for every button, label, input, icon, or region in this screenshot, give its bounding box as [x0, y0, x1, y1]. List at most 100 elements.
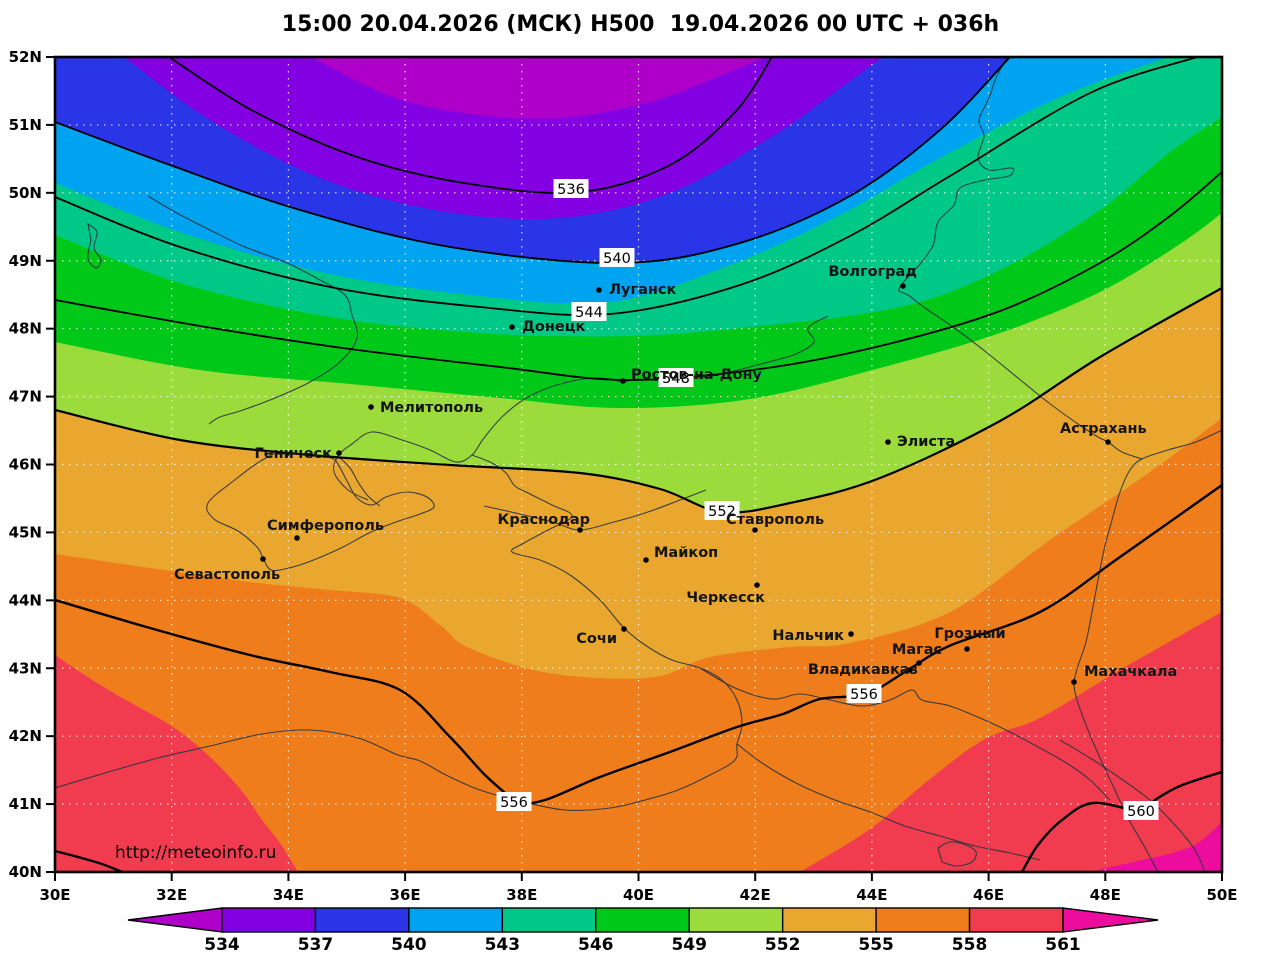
city-label: Элиста — [897, 434, 955, 450]
city-label: Нальчик — [772, 628, 844, 644]
height-contour-lines — [55, 57, 1222, 872]
y-tick-label: 47N — [9, 388, 42, 406]
contour-label-box — [496, 792, 532, 811]
volga-river — [898, 57, 1143, 460]
city-marker: Астрахань — [1060, 421, 1147, 445]
city-dot — [596, 287, 602, 293]
x-tick-label: 48E — [1090, 886, 1121, 904]
city-dot — [621, 626, 627, 632]
city-dot — [916, 660, 922, 666]
band-b534 — [124, 57, 883, 220]
colorbar-label: 549 — [671, 935, 707, 955]
y-tick-label: 44N — [9, 591, 42, 609]
city-label: Астрахань — [1060, 421, 1147, 437]
city-marker: Луганск — [596, 282, 676, 298]
x-tick-label: 38E — [506, 886, 537, 904]
city-marker: Махачкала — [1071, 664, 1177, 685]
city-marker: Геническ — [255, 446, 342, 462]
x-tick-label: 42E — [740, 886, 771, 904]
contour-line-540 — [55, 57, 1011, 264]
colorbar-cell — [688, 907, 784, 933]
city-label: Магас — [892, 642, 942, 658]
contour-label-box — [846, 684, 882, 703]
contour-label: 540 — [603, 251, 631, 267]
colorbar-label: 543 — [485, 935, 521, 955]
contour-label-box — [599, 248, 635, 267]
lake-sevan — [937, 841, 977, 867]
caspian-coast — [1073, 429, 1222, 872]
contour-line-544 — [55, 57, 1198, 316]
city-label: Волгоград — [828, 264, 917, 280]
city-marker: Майкоп — [643, 545, 718, 563]
city-dot — [907, 667, 913, 673]
city-label: Владикавказ — [808, 662, 918, 678]
city-label: Геническ — [255, 446, 333, 462]
city-marker: Магас — [892, 642, 942, 666]
crimea-coast — [206, 453, 435, 572]
y-tick-label: 40N — [9, 863, 42, 881]
city-marker: Ростов-на-Дону — [620, 367, 762, 384]
city-dot — [260, 556, 266, 562]
city-dot — [900, 283, 906, 289]
city-label: Симферополь — [267, 518, 384, 534]
city-dot — [336, 450, 342, 456]
x-tick-label: 44E — [856, 886, 887, 904]
city-markers: Луганск Донецк Ростов-на-Дону Волгоград Мели… — [174, 264, 1177, 685]
city-label: Мелитополь — [380, 400, 483, 416]
azov-north-coast — [332, 377, 624, 501]
y-tick-label: 52N — [9, 48, 42, 66]
contour-label: 548 — [662, 371, 690, 387]
black-sea-coast — [55, 454, 743, 811]
colorbar-cell — [314, 907, 410, 933]
x-tick-label: 32E — [156, 886, 187, 904]
axis-ticks: 30E 32E 34E 36E 38E 40E 42E 44E 46E 48E 50E 52N 51N 5… — [9, 48, 1238, 904]
city-dot — [643, 557, 649, 563]
city-label: Махачкала — [1084, 664, 1177, 680]
band-b558 — [55, 655, 298, 872]
y-tick-label: 46N — [9, 456, 42, 474]
contour-line-556 — [55, 484, 1222, 805]
dnieper-river — [147, 195, 358, 425]
transcaucasus-border — [736, 743, 1041, 861]
y-tick-label: 41N — [9, 795, 42, 813]
city-marker: Элиста — [885, 434, 955, 450]
city-dot — [577, 527, 583, 533]
city-dot — [1071, 679, 1077, 685]
coastlines-borders — [55, 57, 1222, 872]
city-dot — [509, 324, 515, 330]
colorbar-label: 534 — [204, 935, 240, 955]
city-marker: Волгоград — [828, 264, 917, 289]
colorbar-cell — [781, 907, 877, 933]
graticule — [55, 57, 1222, 872]
nw-liman — [87, 222, 102, 269]
colorbar-label: 552 — [765, 935, 801, 955]
contour-label: 560 — [1127, 804, 1155, 820]
y-tick-label: 43N — [9, 659, 42, 677]
watermark-url: http://meteoinfo.ru — [115, 843, 276, 863]
city-label: Ставрополь — [726, 512, 824, 528]
city-marker: Ставрополь — [726, 512, 824, 533]
contour-label: 556 — [850, 687, 878, 703]
city-marker: Мелитополь — [368, 400, 483, 416]
contour-line-560 — [1020, 770, 1222, 872]
colorbar-label: 537 — [298, 935, 334, 955]
contour-label-box — [1123, 801, 1159, 820]
city-marker: Сочи — [576, 626, 627, 647]
x-tick-label: 46E — [973, 886, 1004, 904]
city-marker: Севастополь — [174, 556, 280, 583]
contour-line-536 — [168, 57, 773, 194]
contour-label: 552 — [708, 504, 736, 520]
colorbar-label: 561 — [1045, 935, 1081, 955]
city-label: Луганск — [609, 282, 676, 298]
contour-label: 556 — [500, 795, 528, 811]
city-label: Ростов-на-Дону — [631, 367, 762, 383]
city-marker: Краснодар — [498, 512, 590, 533]
y-tick-label: 45N — [9, 523, 42, 541]
contour-label: 536 — [557, 182, 585, 198]
colorbar-label: 546 — [578, 935, 614, 955]
colorbar-cell — [221, 907, 317, 933]
colorbar-cell — [501, 907, 597, 933]
city-marker: Владикавказ — [808, 662, 918, 678]
